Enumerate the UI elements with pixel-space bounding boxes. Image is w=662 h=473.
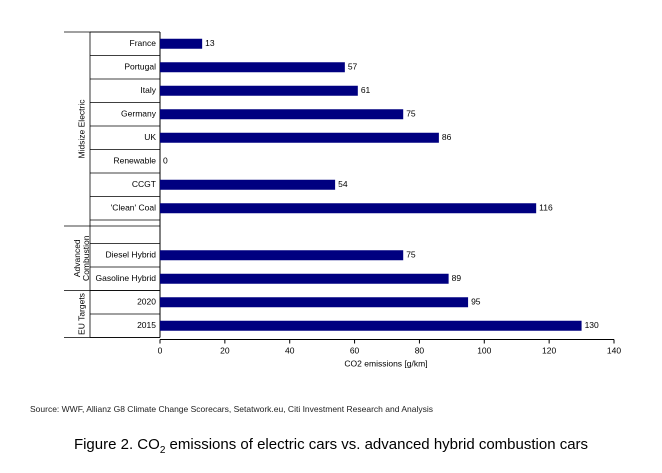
category-label: UK xyxy=(144,132,156,142)
value-label: 54 xyxy=(338,179,348,189)
group-label: Advanced xyxy=(72,239,82,277)
category-label: Italy xyxy=(140,85,156,95)
value-label: 130 xyxy=(585,320,599,330)
category-label: 2020 xyxy=(137,297,156,307)
group-label: Combustion xyxy=(81,235,91,281)
x-tick-label: 0 xyxy=(158,346,163,356)
category-label: Germany xyxy=(121,109,157,119)
x-tick-label: 100 xyxy=(477,346,491,356)
bar xyxy=(160,85,358,96)
category-label: CCGT xyxy=(132,179,156,189)
x-tick-label: 40 xyxy=(285,346,295,356)
caption-subscript: 2 xyxy=(159,445,166,456)
bar xyxy=(160,132,439,143)
bar xyxy=(160,320,582,331)
x-axis-label: CO2 emissions [g/km] xyxy=(344,359,427,369)
x-tick-label: 20 xyxy=(220,346,230,356)
category-label: Diesel Hybrid xyxy=(105,250,156,260)
value-label: 95 xyxy=(471,297,481,307)
caption-prefix: Figure 2. CO xyxy=(73,436,160,453)
category-label: Portugal xyxy=(124,62,156,72)
bar xyxy=(160,38,203,49)
bar xyxy=(160,250,404,261)
x-tick-label: 80 xyxy=(415,346,425,356)
group-label: EU Targets xyxy=(76,293,86,335)
source-note: Source: WWF, Allianz G8 Climate Change S… xyxy=(30,404,433,414)
bar xyxy=(160,109,404,120)
value-label: 116 xyxy=(539,203,553,213)
value-label: 13 xyxy=(205,38,215,48)
bar xyxy=(160,273,449,284)
x-tick-label: 140 xyxy=(607,346,621,356)
value-label: 86 xyxy=(442,132,452,142)
value-label: 61 xyxy=(361,85,371,95)
value-label: 57 xyxy=(348,62,358,72)
value-label: 89 xyxy=(452,273,462,283)
category-label: Renewable xyxy=(113,156,156,166)
bar xyxy=(160,62,345,73)
x-tick-label: 60 xyxy=(350,346,360,356)
bar xyxy=(160,297,469,308)
caption-suffix: emissions of electric cars vs. advanced … xyxy=(165,436,589,453)
value-label: 75 xyxy=(406,109,416,119)
group-label: Midsize Electric xyxy=(76,99,86,159)
category-label: France xyxy=(130,38,157,48)
category-label: 'Clean' Coal xyxy=(111,203,156,213)
value-label: 0 xyxy=(163,156,168,166)
bar xyxy=(160,179,336,190)
category-label: Gasoline Hybrid xyxy=(96,273,157,283)
value-label: 75 xyxy=(406,250,416,260)
bar xyxy=(160,203,537,214)
category-label: 2015 xyxy=(137,320,156,330)
figure-caption: Figure 2. CO2 emissions of electric cars… xyxy=(0,436,662,456)
x-tick-label: 120 xyxy=(542,346,556,356)
